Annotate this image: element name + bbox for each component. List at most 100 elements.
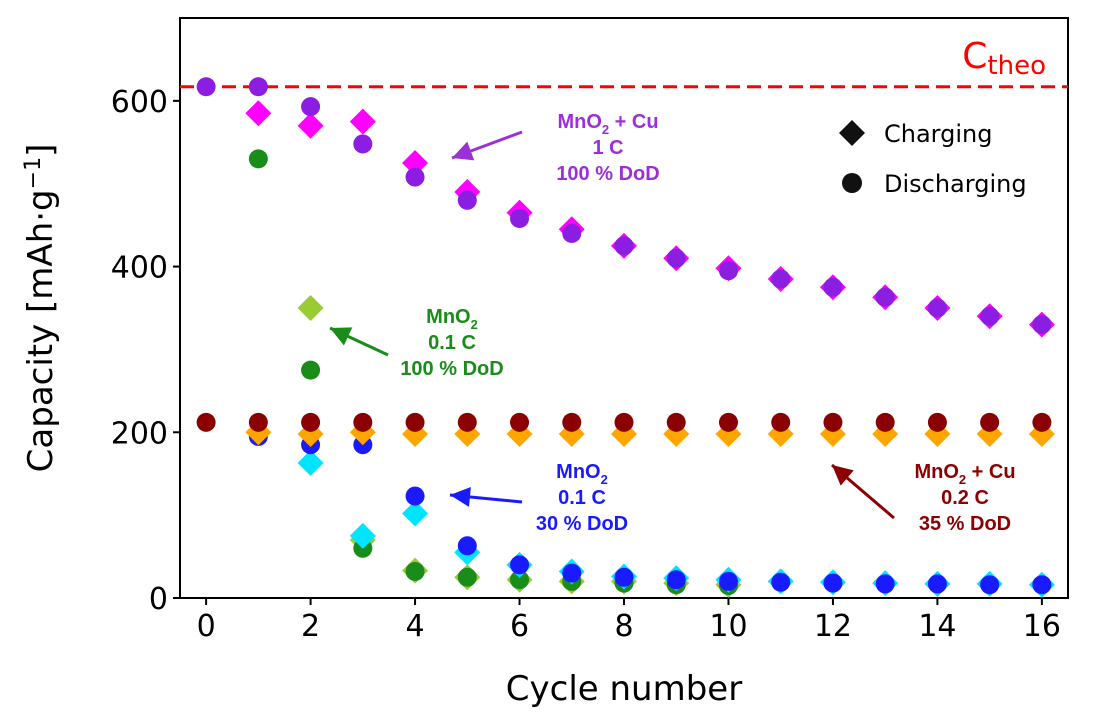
annotation-text: MnO <box>557 111 601 133</box>
series-7-discharging-point <box>248 412 268 432</box>
series-1-discharging-point <box>666 248 686 268</box>
series-4-charging-point <box>402 500 429 527</box>
x-tick-label: 8 <box>614 609 633 644</box>
series-1-discharging-point <box>875 287 895 307</box>
x-tick-label: 6 <box>510 609 529 644</box>
x-axis-label: Cycle number <box>506 669 742 709</box>
series-7-discharging-point <box>301 412 321 432</box>
series-5-discharging-point <box>1032 575 1052 595</box>
annotation-0-line-2: 100 % DoD <box>556 163 659 185</box>
annotation-text: MnO <box>426 306 470 328</box>
annotation-0-arrow-head <box>452 141 475 161</box>
series-1-discharging-point <box>510 209 530 229</box>
series-1-discharging-point <box>823 277 843 297</box>
series-7-discharging-point <box>614 412 634 432</box>
annotation-0-line-1: 1 C <box>592 137 623 159</box>
annotation-text: 35 % DoD <box>919 513 1011 535</box>
axis-ticks-group: 0 2 4 6 8 10 12 14 16 0 200 400 600 <box>111 85 1061 644</box>
annotation-subscript: 2 <box>959 472 966 487</box>
series-1-discharging-point <box>405 167 425 187</box>
x-tick-label: 2 <box>301 609 320 644</box>
annotation-text: 0.2 C <box>941 487 989 509</box>
y-tick-label: 400 <box>111 251 168 286</box>
series-7-discharging-point <box>927 412 947 432</box>
series-0-charging-point <box>297 112 324 139</box>
x-tick-label: 12 <box>814 609 852 644</box>
series-5-discharging-point <box>927 574 947 594</box>
legend-circle-icon <box>842 173 862 193</box>
series-7-discharging-point <box>353 412 373 432</box>
annotation-text-tail: + Cu <box>609 111 658 133</box>
series-1-discharging-point <box>614 236 634 256</box>
y-tick-label: 600 <box>111 85 168 120</box>
reference-line-group: Ctheo <box>180 36 1068 89</box>
series-1-discharging-point <box>980 306 1000 326</box>
series-7-discharging-point <box>405 412 425 432</box>
series-0-charging-point <box>349 108 376 135</box>
annotation-text: 100 % DoD <box>556 163 659 185</box>
annotation-1-arrow-head <box>330 327 353 346</box>
annotation-2-line-2: 30 % DoD <box>536 513 628 535</box>
reference-line-label: Ctheo <box>962 36 1046 81</box>
series-1-discharging-point <box>562 223 582 243</box>
series-5-discharging-point <box>771 572 791 592</box>
series-4-charging-point <box>297 449 324 476</box>
series-1-discharging-point <box>1032 315 1052 335</box>
annotation-text: 0.1 C <box>558 487 606 509</box>
series-3-discharging-point <box>248 149 268 169</box>
series-5-discharging-point <box>980 575 1000 595</box>
data-marks-group <box>196 77 1055 598</box>
series-3-discharging-point <box>510 570 530 590</box>
annotation-1-line-2: 100 % DoD <box>400 358 503 380</box>
annotation-subscript: 2 <box>471 317 478 332</box>
series-7-discharging-point <box>510 412 530 432</box>
annotation-text: 0.1 C <box>428 332 476 354</box>
annotation-subscript: 2 <box>602 122 609 137</box>
legend-label-1: Discharging <box>884 170 1027 198</box>
series-5-discharging-point <box>823 573 843 593</box>
series-3-discharging-point <box>301 360 321 380</box>
annotation-text: 100 % DoD <box>400 358 503 380</box>
series-2-charging-point <box>297 295 324 321</box>
series-7-discharging-point <box>1032 412 1052 432</box>
y-axis-label-tail: ] <box>21 144 61 157</box>
x-tick-label: 10 <box>709 609 747 644</box>
series-7-discharging-point <box>875 412 895 432</box>
annotation-3-line-1: 0.2 C <box>941 487 989 509</box>
series-5-discharging-point <box>457 536 477 556</box>
annotation-text-tail: + Cu <box>966 461 1015 483</box>
legend: Charging Discharging <box>839 120 1027 198</box>
reference-line-label-sub: theo <box>987 51 1046 81</box>
annotation-0-line-0: MnO2 + Cu <box>557 111 658 137</box>
legend-label-0: Charging <box>884 120 992 148</box>
series-7-discharging-point <box>196 412 216 432</box>
series-7-discharging-point <box>980 412 1000 432</box>
annotation-text: MnO <box>556 461 600 483</box>
series-1-discharging-point <box>718 261 738 281</box>
series-1-discharging-point <box>771 269 791 289</box>
y-tick-label: 200 <box>111 416 168 451</box>
annotation-3: MnO2 + Cu0.2 C35 % DoD <box>831 461 1016 535</box>
series-1-discharging-point <box>353 134 373 154</box>
reference-line-label-main: C <box>962 36 987 77</box>
annotation-subscript: 2 <box>601 472 608 487</box>
y-axis-label-sup: −1 <box>21 157 46 189</box>
x-tick-label: 4 <box>406 609 425 644</box>
annotation-2-line-0: MnO2 <box>556 461 608 487</box>
annotation-2-arrow-head <box>450 486 471 507</box>
y-axis-label-main: Capacity [mAh·g <box>21 189 61 472</box>
x-tick-label: 14 <box>918 609 956 644</box>
series-7-discharging-point <box>457 412 477 432</box>
legend-diamond-icon <box>839 120 865 146</box>
series-5-discharging-point <box>614 567 634 587</box>
annotation-text: 30 % DoD <box>536 513 628 535</box>
series-0-charging-point <box>245 100 272 127</box>
series-5-discharging-point <box>718 571 738 591</box>
annotation-3-arrow-head <box>832 465 854 486</box>
series-3-discharging-point <box>457 567 477 587</box>
series-7-discharging-point <box>718 412 738 432</box>
